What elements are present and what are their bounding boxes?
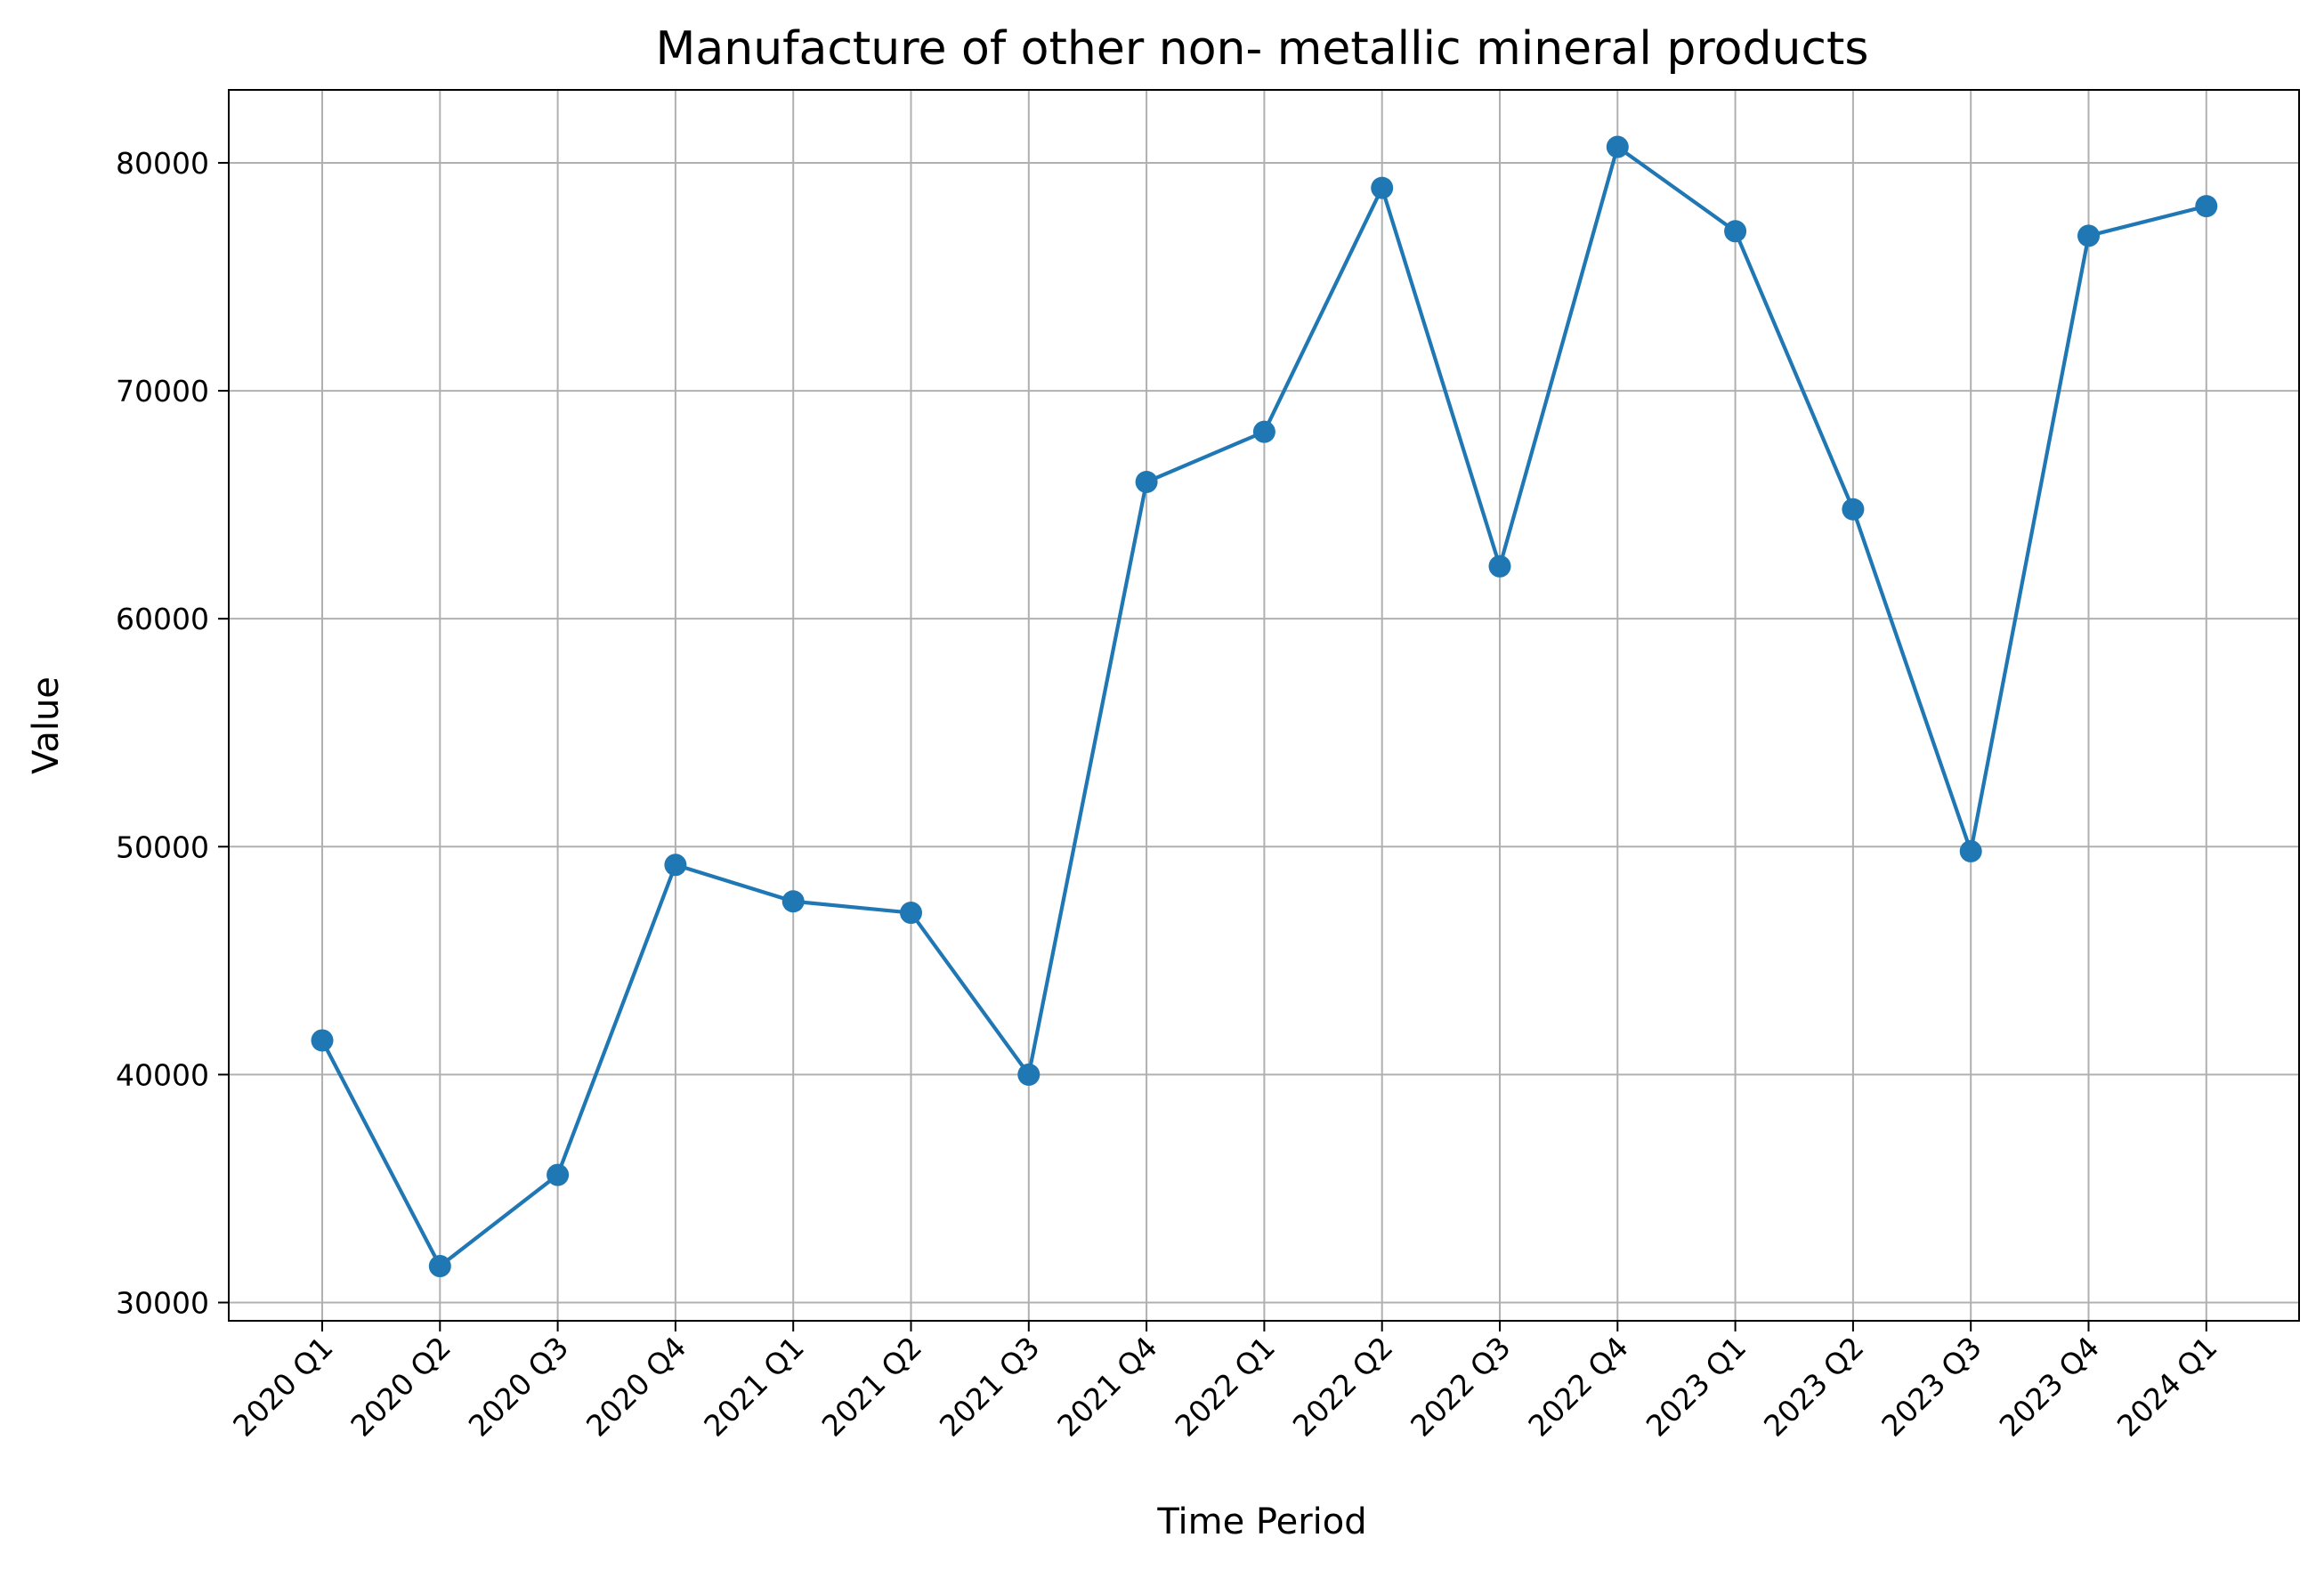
data-point: [1017, 1063, 1041, 1086]
data-point: [428, 1255, 451, 1278]
data-markers: [311, 135, 2218, 1278]
data-point: [1724, 220, 1747, 243]
data-point: [1488, 554, 1511, 578]
data-point: [2077, 224, 2100, 247]
chart-title: Manufacture of other non- metallic miner…: [656, 22, 1869, 76]
data-point: [900, 902, 922, 925]
data-point: [781, 890, 805, 913]
y-tick-label: 80000: [116, 146, 209, 181]
x-axis-title: Time Period: [1156, 1501, 1366, 1542]
y-tick-label: 30000: [116, 1286, 209, 1321]
data-point: [311, 1029, 334, 1052]
data-point: [547, 1163, 570, 1186]
data-point: [664, 854, 687, 877]
data-point: [2195, 195, 2218, 218]
y-tick-label: 40000: [116, 1057, 209, 1092]
y-tick-label: 50000: [116, 830, 209, 864]
y-axis-title: Value: [26, 676, 67, 774]
grid-lines: [229, 90, 2299, 1321]
data-point: [1606, 135, 1629, 158]
data-point: [1959, 839, 1982, 862]
data-point: [1135, 471, 1158, 494]
y-tick-label: 70000: [116, 374, 209, 409]
y-axis-ticks: 30000 40000 50000 60000 70000 80000: [116, 146, 229, 1321]
y-tick-label: 60000: [116, 602, 209, 636]
data-point: [1371, 176, 1394, 199]
data-point: [1252, 420, 1275, 443]
data-point: [1842, 498, 1865, 521]
